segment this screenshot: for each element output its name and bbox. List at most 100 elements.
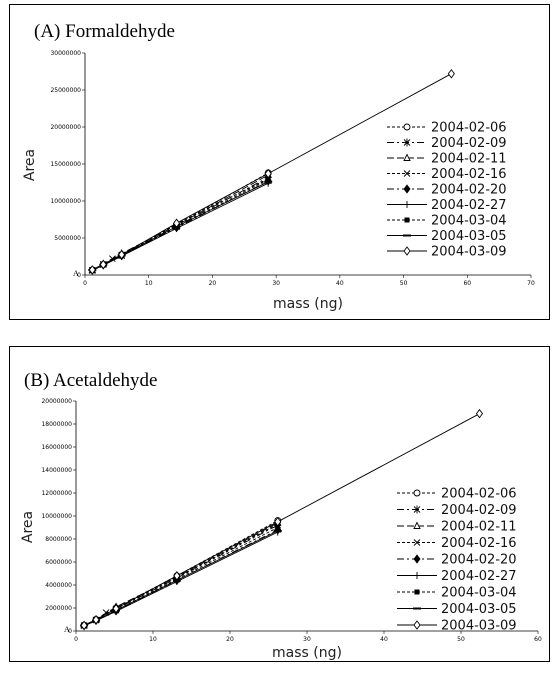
origin-label: A: [73, 269, 79, 278]
legend-label: 2004-02-16: [431, 167, 507, 182]
chart-title: (B) Acetaldehyde: [24, 370, 157, 391]
x-tick-label: 10: [149, 636, 157, 643]
series-line: [92, 178, 269, 271]
legend-label: 2004-03-05: [431, 229, 507, 244]
data-point: [118, 249, 126, 260]
legend-marker: [413, 539, 421, 546]
legend-label: 2004-02-11: [441, 520, 517, 535]
x-tick-label: 70: [527, 280, 535, 287]
y-tick-label: 25000000: [50, 87, 81, 94]
y-tick-label: 6000000: [45, 559, 72, 566]
series-2004-03-09: [80, 408, 484, 631]
y-tick-label: 4000000: [45, 582, 72, 589]
data-point: [92, 614, 100, 625]
y-tick-label: 2000000: [45, 605, 72, 612]
x-tick-label: 30: [303, 636, 311, 643]
y-tick-label: 12000000: [41, 490, 72, 497]
legend-marker: [403, 170, 411, 177]
y-tick-label: 0: [77, 272, 81, 279]
data-point: [274, 517, 282, 527]
acetaldehyde-panel: (B) Acetaldehyde 0 10 20 30 40 50 60 0 2000000 400…: [9, 346, 550, 662]
x-tick-label: 20: [209, 280, 217, 287]
legend-marker: [403, 246, 411, 256]
y-tick-label: 10000000: [41, 513, 72, 520]
x-tick-label: 50: [400, 280, 408, 287]
formaldehyde-panel: (A) Formaldehyde 0 10 20 30 40 50 60 70 0 5000000 1…: [9, 4, 550, 320]
y-tick-label: 16000000: [41, 444, 72, 451]
legend-marker: [413, 620, 421, 630]
data-point: [264, 168, 272, 179]
legend-label: 2004-03-04: [441, 586, 517, 601]
legend-marker: [403, 201, 411, 208]
y-tick-label: 20000000: [50, 124, 81, 131]
y-tick-label: 30000000: [50, 50, 81, 57]
legend-marker: [414, 589, 420, 595]
legend-label: 2004-03-09: [441, 619, 517, 634]
legend-label: 2004-02-11: [431, 152, 507, 167]
data-point: [99, 259, 107, 270]
legend: 2004-02-062004-02-092004-02-112004-02-16…: [387, 121, 507, 260]
legend-label: 2004-02-16: [441, 536, 517, 551]
x-tick-label: 0: [74, 636, 78, 643]
legend-label: 2004-02-20: [441, 553, 517, 568]
y-tick-label: 20000000: [41, 398, 72, 405]
legend-label: 2004-02-06: [441, 487, 517, 502]
x-tick-label: 50: [457, 636, 465, 643]
legend-marker: [403, 138, 411, 147]
series-2004-03-09: [88, 68, 455, 275]
series-line: [83, 530, 278, 627]
x-tick-label: 20: [226, 636, 234, 643]
legend-marker: [403, 184, 411, 194]
series-line: [83, 413, 480, 626]
y-tick-label: 8000000: [45, 536, 72, 543]
data-point: [265, 176, 271, 182]
x-tick-label: 10: [145, 280, 153, 287]
x-tick-label: 60: [463, 280, 471, 287]
legend-marker: [413, 521, 421, 529]
legend-label: 2004-02-27: [441, 569, 517, 584]
formaldehyde-chart: (A) Formaldehyde 0 10 20 30 40 50 60 70 0 5000000 1…: [22, 21, 535, 312]
series-line: [92, 73, 452, 271]
legend-label: 2004-02-20: [431, 183, 507, 198]
data-point: [475, 408, 484, 419]
legend-marker: [413, 489, 421, 497]
data-point: [80, 620, 88, 631]
chart-title: (A) Formaldehyde: [34, 21, 175, 42]
legend-label: 2004-02-06: [431, 121, 507, 136]
x-tick-label: 30: [272, 280, 280, 287]
y-tick-label: 10000000: [50, 198, 81, 205]
x-tick-label: 40: [380, 636, 388, 643]
legend-label: 2004-03-05: [441, 602, 517, 617]
legend-label: 2004-02-27: [431, 198, 507, 213]
y-tick-label: 15000000: [50, 161, 81, 168]
x-tick-label: 40: [336, 280, 344, 287]
y-tick-label: 0: [68, 628, 72, 635]
x-tick-label: 0: [83, 280, 87, 287]
x-tick-label: 60: [534, 636, 542, 643]
data-point: [172, 218, 181, 228]
data-point: [112, 603, 120, 614]
data-point: [173, 571, 181, 581]
legend-marker: [413, 505, 421, 514]
data-point: [88, 265, 96, 275]
y-tick-label: 18000000: [41, 421, 72, 428]
legend-marker: [403, 153, 411, 161]
acetaldehyde-chart: (B) Acetaldehyde 0 10 20 30 40 50 60 0 2000000 400…: [20, 370, 542, 661]
x-axis-label: mass (ng): [273, 296, 343, 312]
y-tick-label: 5000000: [54, 235, 81, 242]
legend-label: 2004-02-09: [431, 136, 507, 151]
legend-marker: [413, 572, 421, 579]
legend-marker: [403, 123, 411, 131]
x-axis-label: mass (ng): [272, 645, 342, 661]
legend-label: 2004-03-04: [431, 214, 507, 229]
legend-marker: [413, 554, 421, 564]
legend-label: 2004-02-09: [441, 503, 517, 518]
data-point: [447, 68, 455, 79]
legend-label: 2004-03-09: [431, 245, 507, 260]
y-tick-label: 14000000: [41, 467, 72, 474]
y-axis-label: Area: [20, 511, 36, 543]
legend-marker: [404, 217, 410, 223]
origin-label: A: [64, 625, 70, 634]
y-axis-label: Area: [22, 149, 38, 181]
